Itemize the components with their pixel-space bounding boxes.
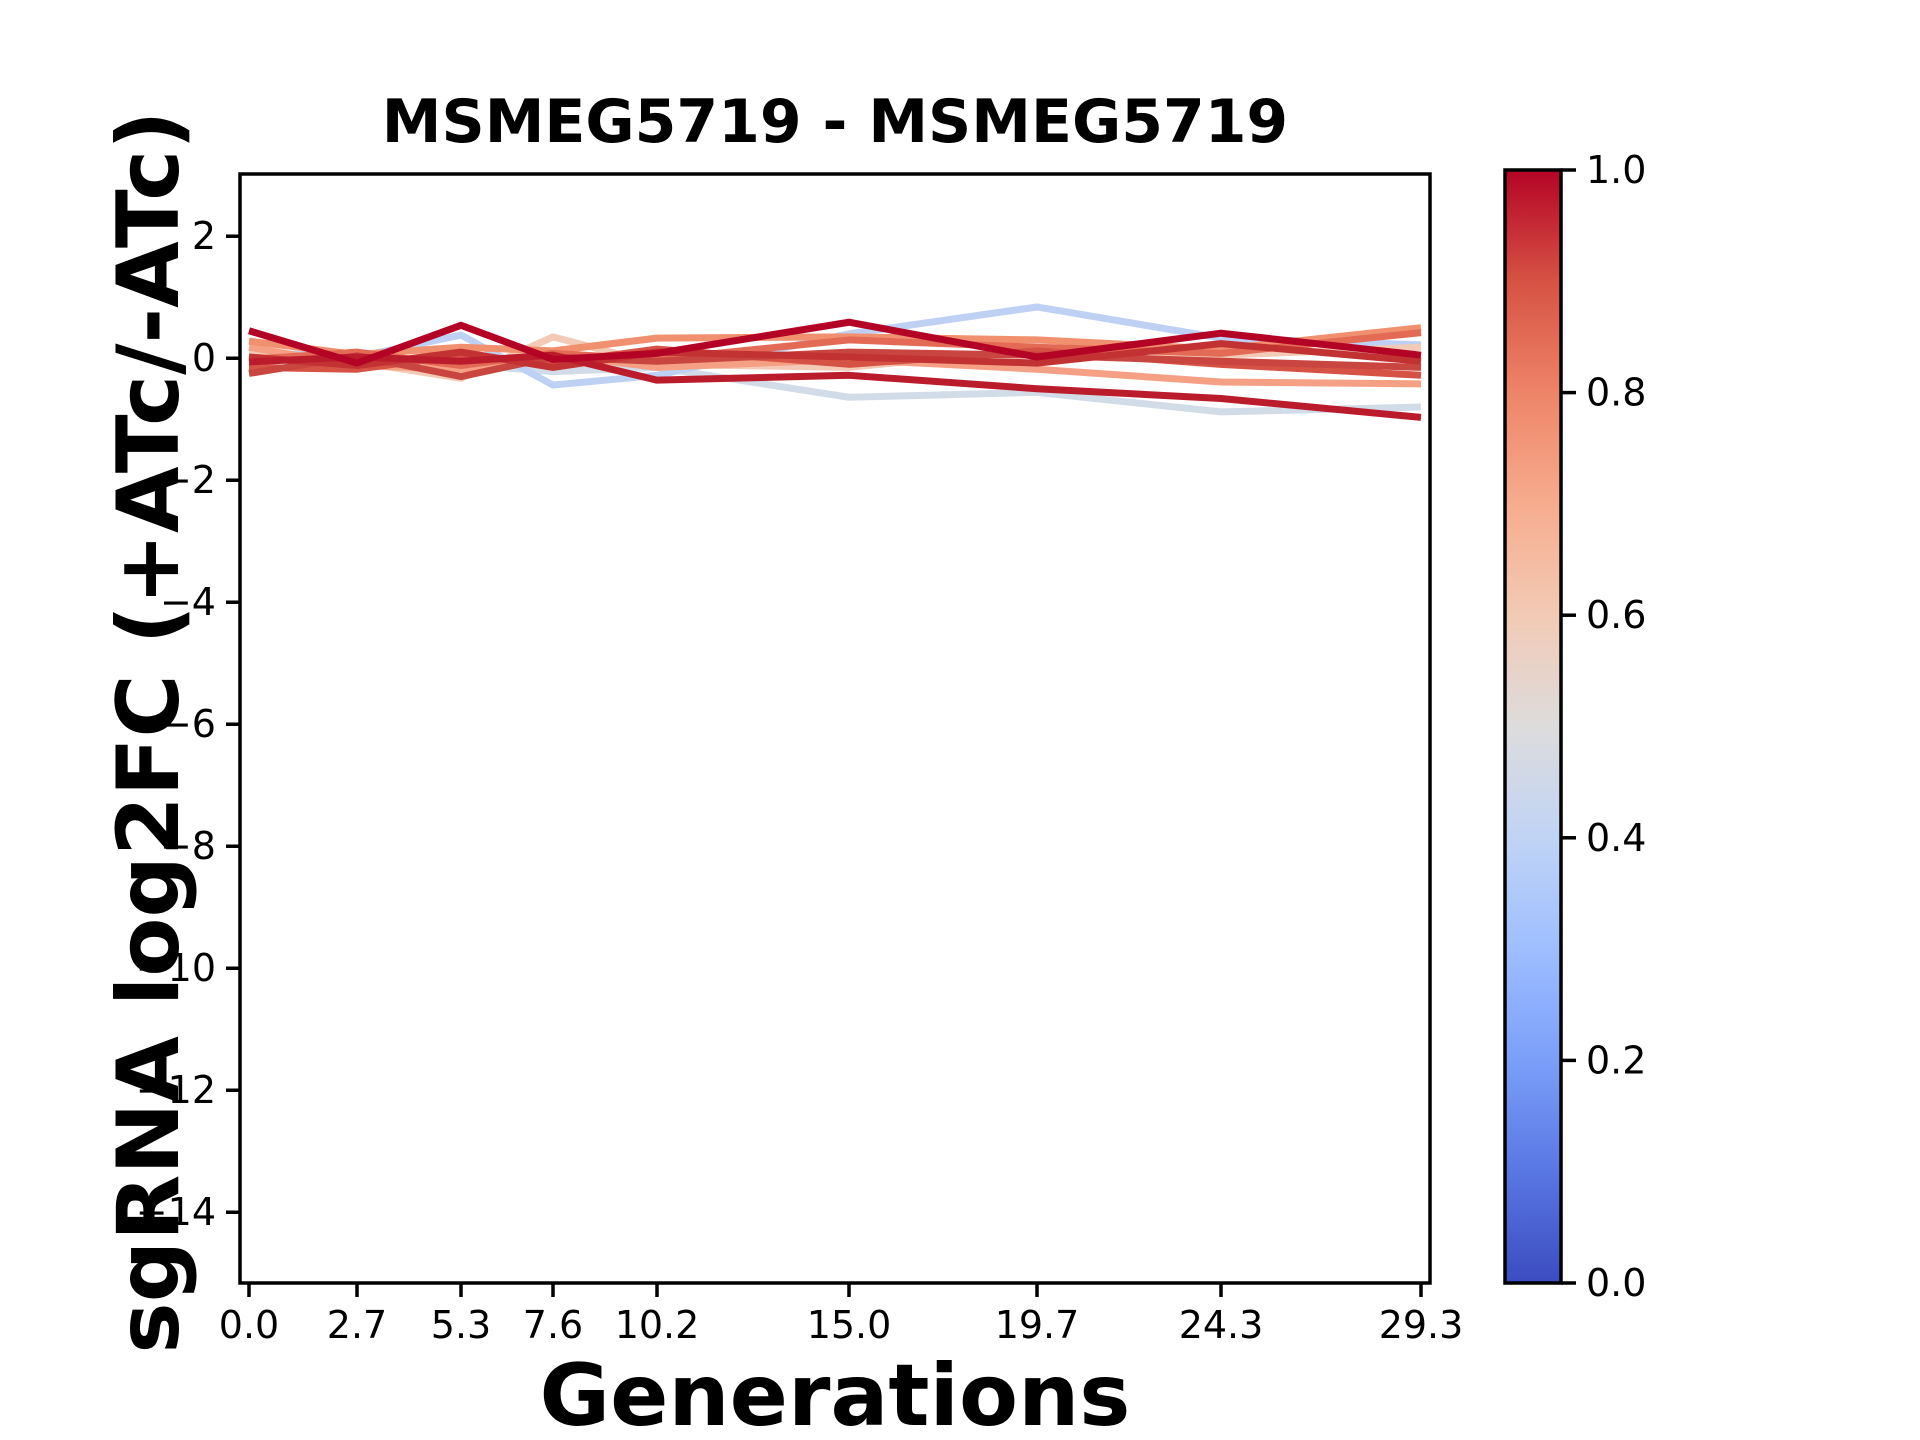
colorbar-tick-label: 0.4 (1586, 816, 1646, 860)
x-tick-label: 19.7 (995, 1303, 1080, 1347)
x-tick-label: 2.7 (327, 1303, 387, 1347)
series-line-line-10 (248, 351, 1422, 421)
colorbar (1505, 170, 1561, 1283)
y-axis: 2 0 −2 −4 −6 −8 −10 −12 −14 (136, 214, 240, 1234)
x-tick-label: 29.3 (1379, 1303, 1464, 1347)
y-axis-label: sgRNA log2FC (+ATc/-ATc) (99, 110, 199, 1353)
colorbar-tick-label: 0.2 (1586, 1038, 1646, 1082)
y-tick-label: 2 (192, 214, 216, 258)
y-tick-label: 0 (192, 336, 216, 380)
y-tick-label: −6 (160, 702, 216, 746)
x-tick-label: 10.2 (615, 1303, 700, 1347)
y-tick-label: −10 (136, 946, 216, 990)
x-axis-label: Generations (540, 1346, 1131, 1440)
x-tick-label: 7.6 (523, 1303, 583, 1347)
x-tick-label: 5.3 (431, 1303, 491, 1347)
y-tick-label: −8 (160, 824, 216, 868)
colorbar-border (1503, 168, 1563, 1285)
plot-border (238, 172, 1432, 1285)
colorbar-tick-label: 0.8 (1586, 371, 1646, 415)
y-tick-label: −2 (160, 458, 216, 502)
colorbar-tick-label: 0.6 (1586, 593, 1646, 637)
colorbar-tick-label: 0.0 (1586, 1261, 1646, 1305)
x-tick-label: 24.3 (1179, 1303, 1264, 1347)
y-tick-label: −14 (136, 1190, 216, 1234)
series-line-line-11 (247, 318, 1422, 367)
chart-title: MSMEG5719 - MSMEG5719 (382, 87, 1288, 157)
colorbar-tick-label: 1.0 (1586, 148, 1646, 192)
x-axis: 0.0 2.7 5.3 7.6 10.2 15.0 19.7 24.3 29.3 (219, 1283, 1464, 1347)
x-tick-label: 15.0 (807, 1303, 892, 1347)
y-tick-label: −4 (160, 580, 216, 624)
series-lines (247, 303, 1422, 421)
x-tick-label: 0.0 (219, 1303, 279, 1347)
colorbar-ticks: 1.0 0.8 0.6 0.4 0.2 0.0 (1561, 148, 1646, 1305)
y-tick-label: −12 (136, 1068, 216, 1112)
